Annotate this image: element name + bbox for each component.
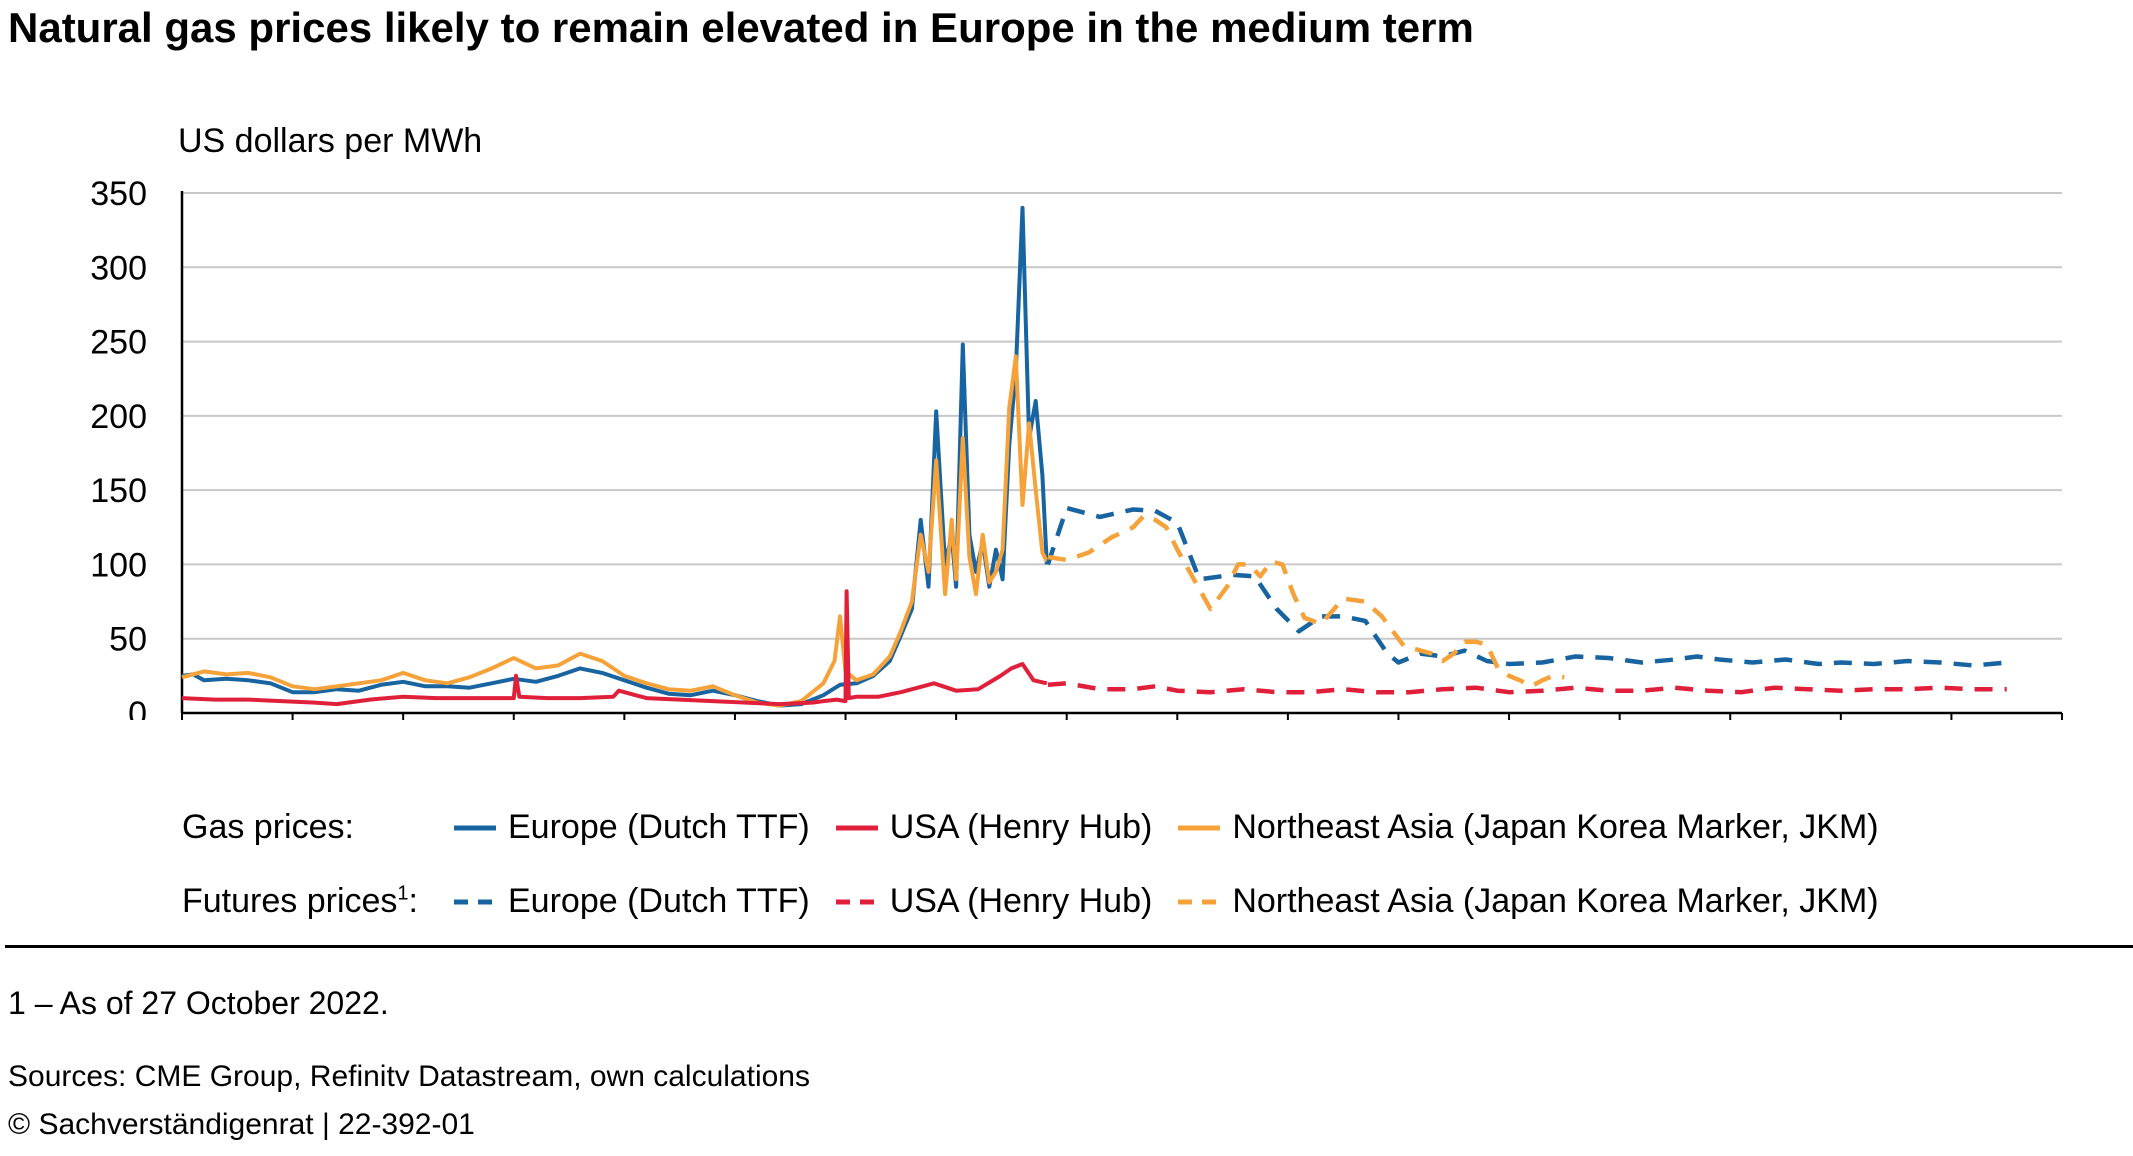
- chart-plot: 0 50 100 150 200 250 300 350 201516171819202122…: [90, 175, 2063, 720]
- legend-gas-prices-label: Gas prices:: [182, 808, 354, 846]
- y-tick-label-50: 50: [109, 621, 147, 659]
- legend-label-europe: Europe (Dutch TTF): [508, 808, 810, 846]
- legend-item-asia-futures: Northeast Asia (Japan Korea Marker, JKM): [1178, 882, 1879, 921]
- legend-label-usa: USA (Henry Hub): [889, 808, 1153, 846]
- y-tick-label-300: 300: [90, 249, 147, 287]
- series-line-northeast-prices: [181, 354, 1049, 708]
- divider-rule: [5, 945, 2133, 948]
- legend-futures-prices-label: Futures prices1:: [182, 882, 418, 920]
- copyright-note: © Sachverständigenrat | 22-392-01: [8, 1108, 475, 1141]
- legend-item-europe: Europe (Dutch TTF): [454, 808, 810, 847]
- legend-label-europe-futures: Europe (Dutch TTF): [508, 882, 810, 920]
- legend-gas-prices: Gas prices: Europe (Dutch TTF) USA (Henr…: [182, 808, 1905, 847]
- chart-title: Natural gas prices likely to remain elev…: [8, 4, 1474, 51]
- footnote: 1 – As of 27 October 2022.: [8, 985, 389, 1021]
- y-tick-label-0: 0: [128, 695, 147, 720]
- series-line-europe-prices: [181, 205, 1049, 708]
- y-axis-unit-label: US dollars per MWh: [178, 122, 483, 160]
- legend-item-europe-futures: Europe (Dutch TTF): [454, 882, 810, 921]
- legend-swatch-europe-solid: [454, 825, 496, 830]
- legend-swatch-asia-dashed: [1178, 899, 1221, 904]
- series-lines: [181, 205, 2007, 708]
- legend-item-usa-futures: USA (Henry Hub): [835, 882, 1153, 921]
- legend-swatch-usa-dashed: [835, 899, 878, 904]
- legend-label-usa-futures: USA (Henry Hub): [889, 882, 1153, 920]
- series-line-usa-prices: [181, 589, 1048, 707]
- legend-swatch-europe-dashed: [454, 899, 496, 904]
- legend-swatch-usa-solid: [835, 825, 878, 830]
- grid-lines: [182, 192, 2062, 640]
- y-tick-label-350: 350: [90, 175, 147, 213]
- y-tick-labels: 0 50 100 150 200 250 300 350: [90, 175, 147, 720]
- series-line-usa-futures: [1047, 681, 2007, 695]
- series-line-northeast-futures: [1047, 513, 1565, 689]
- y-tick-label-200: 200: [90, 398, 147, 436]
- legend-label-asia-futures: Northeast Asia (Japan Korea Marker, JKM): [1232, 882, 1879, 920]
- legend-item-usa: USA (Henry Hub): [835, 808, 1153, 847]
- x-axis: 20151617181920212223242526272829302031: [180, 191, 2063, 720]
- legend-label-asia: Northeast Asia (Japan Korea Marker, JKM): [1232, 808, 1879, 846]
- legend-swatch-asia-solid: [1178, 825, 1221, 830]
- y-tick-label-250: 250: [90, 324, 147, 362]
- series-line-europe-futures: [1045, 505, 2007, 668]
- legend-item-asia: Northeast Asia (Japan Korea Marker, JKM): [1178, 808, 1879, 847]
- legend-futures-prices: Futures prices1: Europe (Dutch TTF) USA …: [182, 882, 1905, 921]
- y-tick-label-150: 150: [90, 472, 147, 510]
- y-tick-label-100: 100: [90, 546, 147, 584]
- sources-note: Sources: CME Group, Refinitv Datastream,…: [8, 1060, 810, 1093]
